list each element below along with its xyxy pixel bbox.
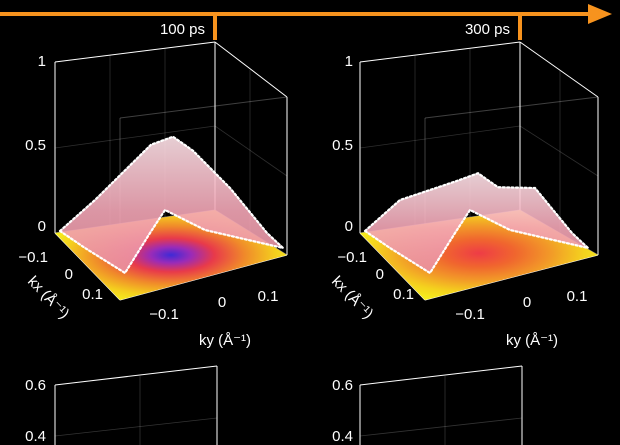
ky-axis: −0.1 0 0.1 ky (Å⁻¹) (455, 288, 587, 349)
z-axis: 1 0.5 0 (25, 53, 46, 235)
z-tick-label: 0.6 (25, 377, 46, 394)
timeline-label-300ps: 300 ps (465, 21, 510, 38)
z-tick-label: 0.4 (332, 428, 353, 445)
z-tick-label: 1 (345, 53, 353, 70)
kx-tick-label: 0 (65, 266, 73, 283)
kx-tick-label: 0.1 (82, 286, 103, 303)
timeline-tick-300ps (518, 14, 522, 40)
z-tick-label: 0.5 (332, 137, 353, 154)
z-tick-label: 0.6 (332, 377, 353, 394)
ky-tick-label: −0.1 (455, 306, 485, 323)
surface-plot-300ps: 1 0.5 0 −0.1 0 0.1 kx (Å⁻¹) −0.1 0 0.1 k… (328, 41, 599, 349)
kx-tick-label: −0.1 (18, 249, 48, 266)
timeline-label-100ps: 100 ps (160, 21, 205, 38)
ky-axis-label: ky (Å⁻¹) (199, 332, 251, 349)
timeline-tick-100ps (213, 14, 217, 40)
ky-tick-label: 0 (523, 294, 531, 311)
timeline-arrowhead (588, 4, 612, 24)
ky-axis-label: ky (Å⁻¹) (506, 332, 558, 349)
ky-tick-label: 0.1 (567, 288, 588, 305)
kx-tick-label: 0.1 (393, 286, 414, 303)
ky-tick-label: 0 (218, 294, 226, 311)
ky-tick-label: 0.1 (258, 288, 279, 305)
grid (359, 48, 599, 232)
timeline: 100 ps 300 ps (0, 4, 612, 40)
surface-plot-100ps: 1 0.5 0 −0.1 0 0.1 kx (Å⁻¹) −0.1 0 0.1 k… (18, 41, 288, 349)
z-tick-label: 0 (38, 218, 46, 235)
data-surface (363, 171, 592, 275)
z-axis: 1 0.5 0 (332, 53, 353, 235)
grid (54, 376, 218, 445)
ky-tick-label: −0.1 (149, 306, 179, 323)
kx-axis-label: kx (Å⁻¹) (328, 273, 376, 322)
z-tick-label: 1 (38, 53, 46, 70)
ky-axis: −0.1 0 0.1 ky (Å⁻¹) (149, 288, 278, 349)
kx-tick-label: −0.1 (337, 249, 367, 266)
kx-tick-label: 0 (376, 266, 384, 283)
surface-plot-bottom-left: 0.6 0.4 (25, 365, 218, 445)
plot-box (54, 365, 218, 445)
plot-box (359, 365, 523, 445)
data-surface (58, 135, 287, 275)
grid (359, 376, 523, 445)
surface-plot-bottom-right: 0.6 0.4 (332, 365, 523, 445)
z-tick-label: 0.4 (25, 428, 46, 445)
z-tick-label: 0 (345, 218, 353, 235)
z-tick-label: 0.5 (25, 137, 46, 154)
